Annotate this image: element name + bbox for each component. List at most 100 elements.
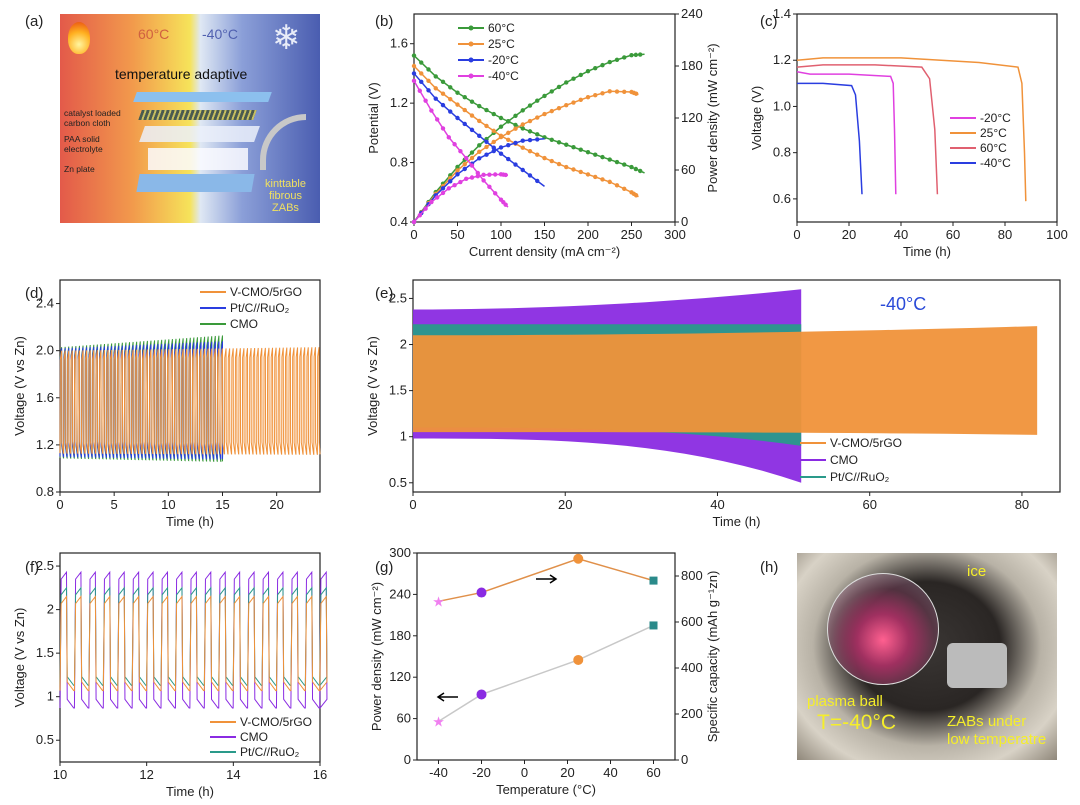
data-point — [638, 52, 643, 57]
x-tick-label: 60 — [946, 227, 960, 242]
capacity-point — [573, 553, 584, 564]
x-tick-label: 100 — [1046, 227, 1068, 242]
x-axis-label: Temperature (°C) — [496, 782, 596, 797]
data-point — [423, 98, 428, 103]
data-point — [535, 132, 540, 137]
data-point — [571, 145, 576, 150]
x-tick-label: 20 — [842, 227, 856, 242]
y-tick-label: 2 — [400, 337, 407, 352]
data-point — [429, 108, 434, 113]
x-tick-label: 60 — [646, 765, 660, 780]
x-tick-label: 20 — [560, 765, 574, 780]
x-tick-label: 60 — [862, 497, 876, 512]
data-point — [556, 105, 562, 111]
data-point — [411, 71, 417, 76]
data-point — [571, 167, 576, 172]
panel-label: (h) — [760, 559, 778, 576]
data-point — [527, 118, 533, 124]
data-point — [452, 182, 457, 188]
data-point — [464, 176, 469, 182]
y-tick-label: 0.4 — [390, 214, 408, 229]
data-point — [455, 168, 460, 173]
y-tick-label: 0.6 — [773, 191, 791, 206]
data-point — [498, 115, 504, 121]
x-axis-label: Time (h) — [713, 514, 761, 529]
y-tick-label: 2 — [47, 602, 54, 617]
x-tick-label: 10 — [161, 497, 175, 512]
legend-label: V-CMO/5rGO — [240, 715, 312, 729]
data-point — [455, 164, 460, 170]
data-point — [462, 162, 467, 167]
data-point — [600, 154, 605, 160]
legend-label: 60°C — [980, 141, 1007, 155]
y-tick-label: 1.5 — [389, 383, 407, 398]
panel-label: (e) — [375, 285, 393, 302]
data-point — [481, 178, 486, 183]
panel-label: (g) — [375, 559, 393, 576]
layer1-label: catalyst loaded carbon cloth — [64, 108, 121, 128]
data-point — [564, 80, 569, 85]
data-point — [527, 148, 533, 154]
layer-zn — [148, 148, 248, 170]
data-point — [411, 219, 417, 225]
data-point — [440, 190, 446, 196]
panel-label: (b) — [375, 13, 393, 30]
data-point — [506, 143, 511, 148]
data-point — [446, 186, 451, 191]
x-tick-label: 40 — [710, 497, 724, 512]
data-point — [633, 166, 639, 172]
data-point — [607, 157, 612, 162]
y-tick-label: 120 — [389, 669, 411, 684]
discharge-line--20°C — [796, 71, 897, 195]
data-point — [475, 170, 480, 176]
y-axis-label: Potential (V) — [366, 82, 381, 154]
data-point — [440, 126, 446, 131]
data-point — [498, 151, 504, 156]
data-point — [600, 177, 605, 182]
legend-label: Pt/C//RuO₂ — [240, 745, 300, 759]
power-point — [649, 621, 658, 630]
data-point — [462, 95, 467, 100]
y-axis-label: Voltage (V vs Zn) — [12, 336, 27, 436]
data-point — [491, 145, 496, 150]
data-point — [419, 60, 424, 65]
power-point: ★ — [432, 713, 445, 729]
data-point — [469, 155, 475, 161]
data-point — [571, 100, 576, 105]
data-point — [469, 150, 475, 155]
data-point — [535, 178, 540, 184]
y-tick-label: 1.4 — [773, 6, 791, 21]
data-point — [571, 76, 576, 81]
data-point — [520, 145, 525, 150]
data-point — [440, 102, 446, 108]
x-tick-label: -40 — [429, 765, 448, 780]
y-tick-label: 2.0 — [36, 343, 54, 358]
data-point — [513, 162, 518, 167]
x-tick-label: 250 — [621, 227, 643, 242]
data-point — [458, 179, 463, 185]
data-point — [462, 166, 467, 172]
data-point — [440, 186, 446, 191]
x-axis-label: Time (h) — [903, 244, 951, 259]
y-tick-label: 2.5 — [36, 558, 54, 573]
y2-tick-label: 0 — [681, 752, 688, 767]
x-tick-label: 150 — [534, 227, 556, 242]
y-tick-label: 0.8 — [773, 145, 791, 160]
y-tick-label: 1.2 — [36, 437, 54, 452]
legend-label: -20°C — [980, 111, 1011, 125]
data-point — [629, 164, 634, 170]
data-point — [455, 115, 460, 121]
data-point — [498, 134, 504, 140]
y-tick-label: 1.0 — [773, 98, 791, 113]
layer2-label: PAA solid electrolyte — [64, 134, 103, 154]
data-point — [469, 127, 475, 133]
data-point — [527, 103, 533, 108]
data-point — [607, 59, 612, 65]
data-point — [535, 115, 540, 120]
data-point — [556, 140, 562, 145]
data-point — [549, 108, 554, 114]
x-tick-label: 50 — [450, 227, 464, 242]
power-density-line — [438, 624, 654, 722]
data-point — [614, 183, 620, 188]
